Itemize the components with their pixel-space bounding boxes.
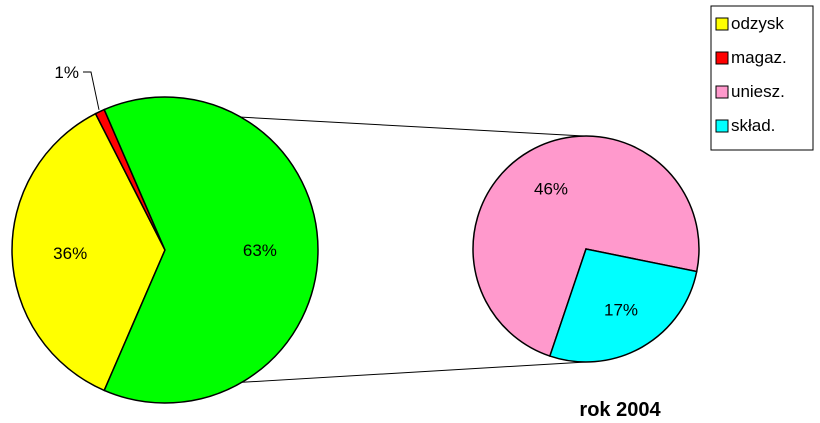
- data-label-uniesz: 46%: [534, 179, 568, 198]
- main-pie-labels: 36% 1% 63%: [53, 63, 277, 263]
- leader-line-magaz: [83, 71, 100, 110]
- data-label-magaz: 1%: [54, 63, 79, 82]
- secondary-pie: [472, 135, 700, 363]
- pie-slice-odzysk: [11, 112, 166, 392]
- data-label-sk-ad: 17%: [604, 301, 638, 320]
- pie-slice-combined: [103, 96, 319, 404]
- data-label-odzysk: 36%: [53, 244, 87, 263]
- data-label-combined: 63%: [243, 241, 277, 260]
- legend-swatch-sk-ad: [715, 119, 729, 133]
- legend-label-magaz: magaz.: [731, 48, 787, 67]
- legend: odzysk magaz. uniesz. skład.: [710, 5, 814, 151]
- main-pie: [11, 96, 319, 404]
- legend-swatch-magaz: [715, 51, 729, 65]
- legend-label-uniesz: uniesz.: [731, 82, 785, 101]
- legend-swatch-uniesz: [715, 85, 729, 99]
- secondary-pie-labels: 46% 17%: [534, 179, 638, 319]
- legend-swatch-odzysk: [715, 17, 729, 31]
- legend-label-odzysk: odzysk: [731, 14, 784, 33]
- chart-caption: rok 2004: [579, 399, 661, 421]
- legend-label-sk-ad: skład.: [731, 116, 775, 135]
- pie-slice-sk-ad: [548, 248, 698, 363]
- pie-slice-uniesz: [472, 135, 700, 358]
